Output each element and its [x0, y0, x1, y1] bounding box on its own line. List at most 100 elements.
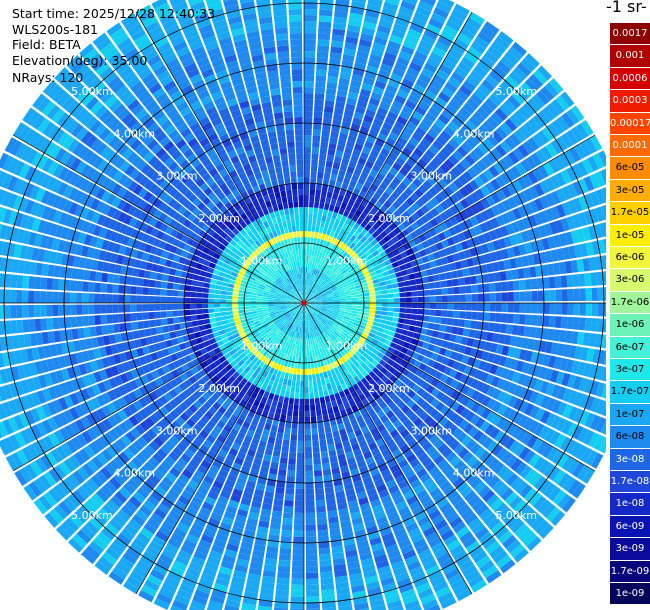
range-gate: [572, 425, 584, 440]
range-gate: [273, 444, 282, 452]
range-gate: [450, 401, 460, 412]
range-gate: [518, 243, 527, 256]
range-gate: [378, 489, 390, 499]
range-gate: [309, 301, 316, 303]
range-gate: [400, 191, 410, 201]
range-gate: [448, 368, 458, 379]
range-gate: [306, 285, 309, 292]
range-gate: [360, 220, 368, 228]
range-gate: [272, 504, 283, 512]
range-gate: [305, 572, 319, 579]
range-gate: [365, 277, 373, 283]
range-gate: [326, 329, 333, 336]
range-gate: [322, 209, 329, 216]
range-gate: [333, 269, 340, 275]
range-gate: [434, 96, 448, 108]
range-gate: [503, 334, 512, 346]
range-gate: [304, 51, 316, 58]
range-gate: [280, 451, 289, 459]
range-gate: [532, 133, 545, 148]
range-gate: [479, 560, 495, 574]
range-gate: [318, 15, 333, 23]
range-gate: [475, 555, 491, 569]
range-gate: [510, 458, 523, 472]
range-gate: [470, 390, 481, 401]
range-gate: [357, 157, 367, 166]
range-gate: [496, 189, 507, 201]
range-gate: [356, 311, 364, 316]
range-gate: [580, 120, 594, 136]
range-gate: [423, 296, 430, 303]
range-gate: [487, 352, 496, 363]
range-gate: [462, 328, 470, 337]
range-gate: [374, 158, 384, 168]
range-gate: [460, 384, 470, 395]
range-gate: [391, 100, 404, 110]
range-gate: [590, 318, 598, 332]
range-gate: [304, 219, 308, 226]
range-gate: [451, 116, 464, 128]
range-gate: [570, 331, 579, 345]
range-gate: [349, 315, 357, 320]
range-gate: [513, 291, 520, 302]
range-gate: [396, 438, 407, 449]
range-gate: [570, 259, 579, 273]
range-gate: [480, 55, 495, 69]
range-gate: [335, 282, 342, 287]
range-gate: [381, 289, 388, 295]
range-gate: [420, 204, 430, 214]
range-gate: [307, 285, 311, 292]
range-gate: [411, 351, 420, 360]
range-gate: [305, 291, 309, 298]
range-gate: [339, 228, 346, 236]
range-gate: [413, 251, 422, 260]
range-gate: [339, 294, 346, 298]
range-gate: [332, 374, 339, 382]
range-gate: [330, 46, 343, 54]
range-gate: [435, 475, 448, 487]
range-gate: [287, 470, 296, 477]
range-gate: [455, 242, 464, 252]
range-gate: [304, 410, 310, 417]
range-gate: [373, 334, 381, 341]
range-gate: [340, 65, 353, 74]
range-gate: [393, 495, 405, 506]
range-gate: [428, 160, 439, 171]
range-gate: [572, 375, 583, 390]
range-gate: [494, 36, 510, 50]
range-gate: [306, 249, 310, 256]
range-gate: [325, 323, 331, 329]
range-gate: [545, 397, 557, 412]
range-gate: [315, 306, 322, 309]
range-gate: [555, 172, 567, 187]
range-gate: [571, 360, 580, 374]
range-gate: [311, 289, 316, 295]
range-gate: [469, 545, 484, 559]
range-gate: [321, 184, 329, 192]
range-gate: [442, 174, 453, 185]
range-gate: [334, 261, 340, 268]
range-gate: [402, 377, 411, 386]
range-gate: [320, 280, 326, 286]
range-gate: [479, 222, 489, 233]
range-gate: [364, 339, 372, 346]
range-gate: [326, 82, 338, 90]
range-gate: [336, 336, 343, 343]
range-gate: [424, 190, 434, 201]
range-gate: [578, 178, 589, 194]
range-gate: [347, 267, 355, 274]
range-gate: [376, 379, 385, 388]
range-gate: [537, 165, 549, 179]
range-gate: [512, 194, 523, 207]
range-gate: [524, 468, 537, 483]
range-gate: [345, 300, 352, 303]
range-gate: [304, 267, 306, 274]
range-gate: [482, 565, 498, 579]
range-gate: [429, 260, 438, 268]
range-gate: [501, 420, 512, 433]
range-gate: [277, 571, 290, 579]
range-gate: [312, 310, 318, 315]
range-gate: [568, 245, 577, 259]
range-gate: [542, 315, 550, 327]
range-gate: [315, 69, 327, 77]
